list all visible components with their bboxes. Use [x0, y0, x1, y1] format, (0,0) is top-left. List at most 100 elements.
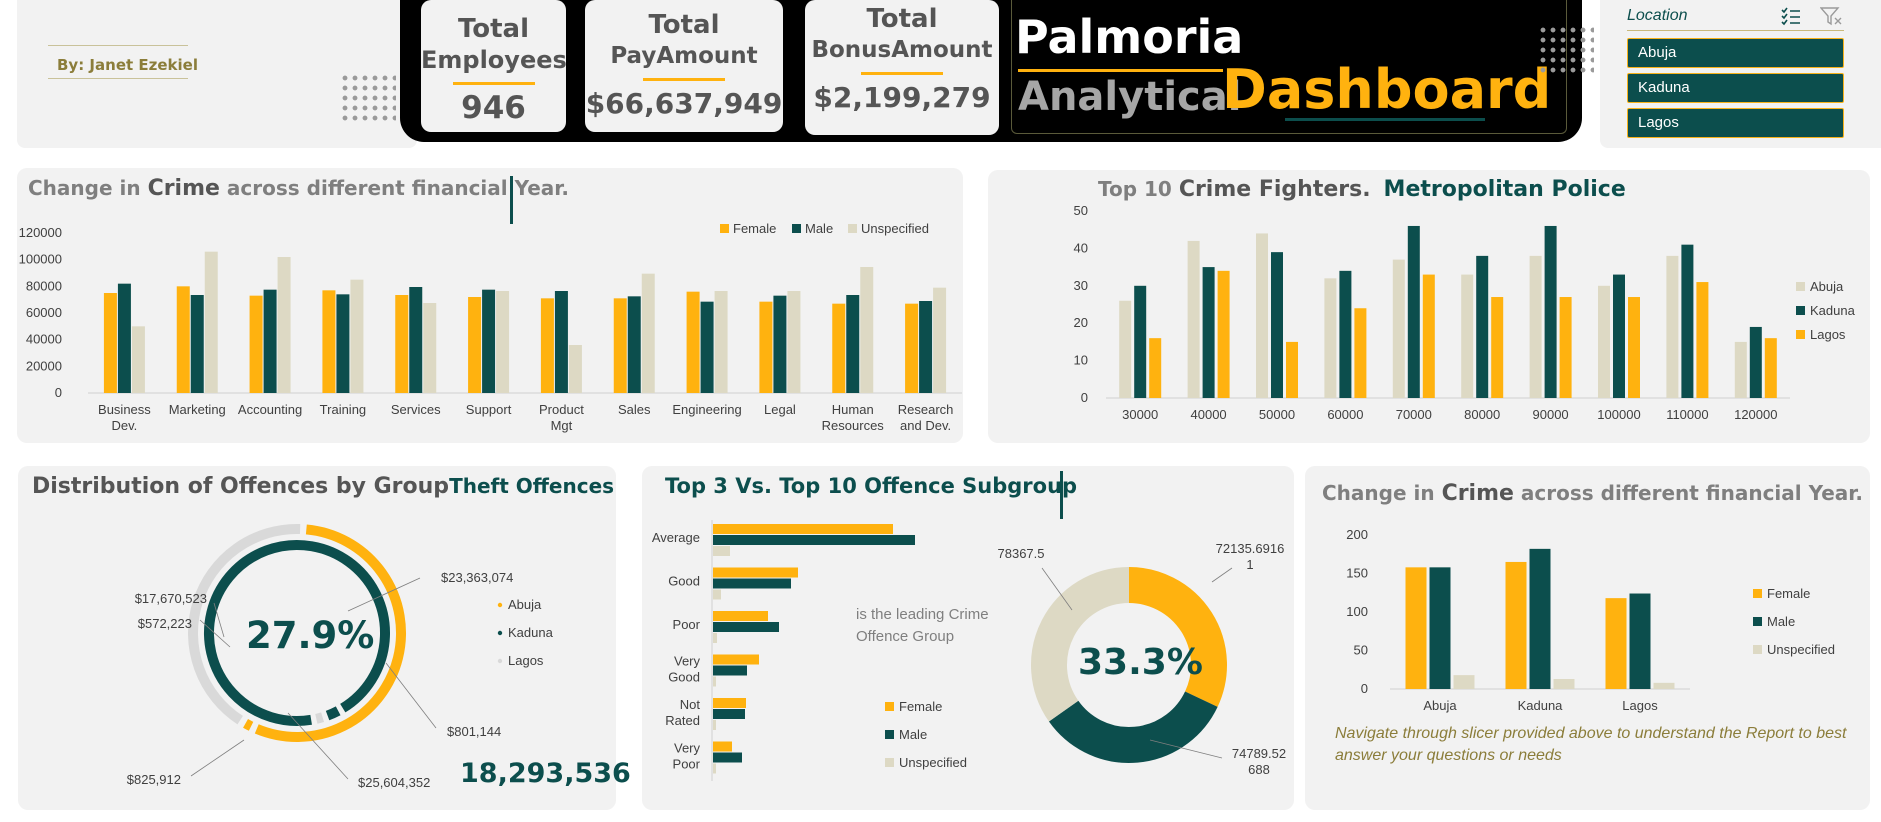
x-tick-label: 30000	[1122, 407, 1158, 422]
slicer-item-abuja[interactable]: Abuja	[1627, 38, 1844, 68]
y-tick-label: Average	[652, 530, 700, 545]
leader-line	[287, 712, 349, 780]
legend2-label: Abuja	[1810, 279, 1844, 294]
bar-lagos	[1628, 297, 1640, 398]
bar-unspecified	[713, 763, 716, 774]
leader-line	[1211, 567, 1233, 583]
brand-title-line1: Palmoria	[1015, 10, 1244, 64]
panel2-title: Top 10 Crime Fighters. Metropolitan Poli…	[1098, 177, 1626, 202]
bar-male	[713, 622, 779, 632]
clear-filter-icon[interactable]	[1819, 6, 1844, 26]
y-tick-label: 120000	[19, 225, 62, 240]
bar-lagos	[1217, 270, 1230, 398]
bar-kaduna	[1681, 244, 1694, 398]
chart-offence-distribution: $23,363,074 $801,144 $25,604,352 $825,912 $5…	[127, 524, 554, 790]
bar-abuja	[1529, 255, 1542, 398]
bar-lagos	[1696, 282, 1709, 398]
legend4-swatch	[885, 702, 894, 711]
y-tick-label: 0	[1361, 681, 1368, 696]
bar-abuja	[1666, 255, 1679, 398]
x-tick-label: Accounting	[238, 402, 302, 417]
slicer-item-lagos[interactable]: Lagos	[1627, 108, 1844, 138]
chart-top-crime-fighters: 0 10 20 30 40 50 30000 40000 50000 60000 70000 8000…	[1074, 203, 1856, 422]
bar-kaduna	[1202, 267, 1215, 398]
y-tick-label: Not Rated	[665, 697, 700, 728]
bar-kaduna	[1407, 225, 1420, 398]
kpi-label-line1: Total	[457, 14, 530, 44]
legend5-swatch	[1753, 589, 1762, 598]
panel-offence-distribution	[18, 466, 616, 810]
bar-male	[554, 291, 568, 393]
legend3-label: Kaduna	[508, 625, 554, 640]
x-tick-label: 90000	[1533, 407, 1569, 422]
legend5-label: Unspecified	[1767, 642, 1835, 657]
x-tick-label: Lagos	[1622, 698, 1658, 713]
panel5-title-pre: Change in	[1322, 481, 1435, 505]
ring-kaduna-segment	[325, 706, 341, 721]
legend4-label: Unspecified	[899, 755, 967, 770]
legend3-label: Lagos	[508, 653, 544, 668]
bar-female	[540, 298, 554, 393]
x-tick-label: Research and Dev.	[898, 402, 954, 433]
bar-unspecified	[1453, 675, 1475, 689]
bar-abuja	[1598, 285, 1610, 398]
dots-decoration	[340, 73, 396, 125]
brand-title-line2b: Dashboard	[1222, 58, 1552, 121]
bar-male	[713, 752, 742, 763]
ring-abuja-segment	[243, 719, 254, 731]
bar-male	[713, 665, 747, 676]
ring-kaduna-segment	[315, 712, 325, 724]
bar-unspecified	[496, 291, 510, 393]
legend1-swatch	[792, 224, 801, 233]
bar-unspecified	[933, 287, 947, 393]
donut1-data-label: $25,604,352	[358, 775, 430, 790]
kpi-value: 946	[461, 90, 526, 126]
bar-male	[482, 289, 496, 393]
chart-offence-subgroup: Average Good Poor Very Good Not Rated Very Poor F…	[652, 520, 1286, 781]
bar-kaduna	[1613, 274, 1625, 398]
legend1-label: Unspecified	[861, 221, 929, 236]
bar-unspecified	[1653, 682, 1675, 689]
x-tick-label: 40000	[1191, 407, 1227, 422]
bar-male	[713, 578, 791, 589]
bar-kaduna	[1476, 255, 1489, 398]
legend5-swatch	[1753, 645, 1762, 654]
legend5-label: Male	[1767, 614, 1795, 629]
bar-female	[713, 741, 732, 752]
leader-line	[190, 739, 245, 777]
kpi-label-line2: PayAmount	[610, 43, 758, 69]
legend2-swatch	[1796, 306, 1805, 315]
bar-male	[846, 295, 860, 393]
y-tick-label: 80000	[26, 278, 62, 293]
y-tick-label: 0	[55, 385, 62, 400]
author-label	[48, 45, 188, 79]
x-tick-label: Sales	[618, 402, 651, 417]
x-tick-label: Services	[391, 402, 441, 417]
kpi-label-line1: Total	[866, 4, 938, 34]
bar-lagos	[1559, 297, 1572, 398]
x-tick-label: 70000	[1396, 407, 1432, 422]
multi-select-icon[interactable]	[1780, 6, 1802, 26]
kpi-label-line1: Total	[648, 10, 720, 40]
donut1-data-label: $801,144	[447, 724, 501, 739]
panel2-title-teal: Metropolitan Police	[1383, 177, 1626, 202]
donut2-segment	[1048, 690, 1218, 763]
kpi-underline	[861, 72, 943, 75]
kpi-label-line2: BonusAmount	[811, 37, 993, 63]
panel-crime-by-location	[1305, 466, 1870, 810]
bar-male	[409, 287, 423, 393]
x-tick-label: Abuja	[1423, 698, 1457, 713]
bar-female	[395, 295, 409, 393]
panel5-title-bold: Crime	[1441, 481, 1514, 506]
leading-group-note: is the leading Crime Offence Group	[856, 606, 989, 645]
bar-female	[176, 286, 190, 393]
x-tick-label: Engineering	[672, 402, 741, 417]
bar-male	[336, 294, 350, 393]
slicer-item-kaduna[interactable]: Kaduna	[1627, 73, 1844, 103]
panel5-title: Change in Crime across different financi…	[1322, 481, 1863, 506]
bar-female	[686, 291, 700, 393]
bar-abuja	[1734, 341, 1747, 398]
donut2-data-label: 72135.6916 1	[1216, 541, 1285, 572]
donut1-data-label: $825,912	[127, 772, 181, 787]
donut1-data-label: $23,363,074	[441, 570, 513, 585]
